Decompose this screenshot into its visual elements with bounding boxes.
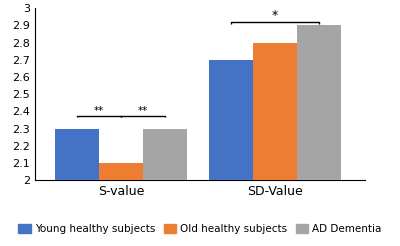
Bar xyxy=(209,60,253,180)
Bar xyxy=(253,43,297,180)
Bar xyxy=(99,163,143,180)
Bar xyxy=(55,129,99,180)
Text: **: ** xyxy=(138,106,148,116)
Bar xyxy=(297,25,341,180)
Bar xyxy=(143,129,187,180)
Text: *: * xyxy=(272,9,278,22)
Legend: Young healthy subjects, Old healthy subjects, AD Dementia: Young healthy subjects, Old healthy subj… xyxy=(14,220,386,238)
Text: **: ** xyxy=(94,106,104,116)
